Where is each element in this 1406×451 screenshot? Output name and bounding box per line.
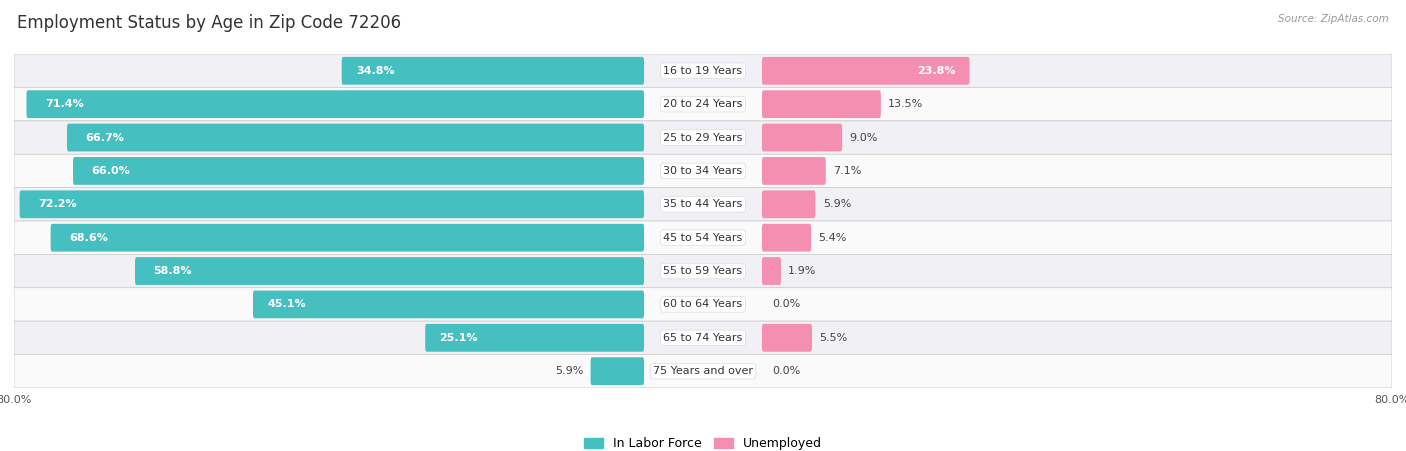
FancyBboxPatch shape — [591, 357, 644, 385]
FancyBboxPatch shape — [73, 157, 644, 185]
Text: 23.8%: 23.8% — [917, 66, 955, 76]
Text: 20 to 24 Years: 20 to 24 Years — [664, 99, 742, 109]
FancyBboxPatch shape — [14, 254, 1392, 288]
FancyBboxPatch shape — [14, 87, 1392, 121]
Text: 60 to 64 Years: 60 to 64 Years — [664, 299, 742, 309]
FancyBboxPatch shape — [67, 124, 644, 152]
FancyBboxPatch shape — [27, 90, 644, 118]
FancyBboxPatch shape — [762, 224, 811, 252]
Text: 30 to 34 Years: 30 to 34 Years — [664, 166, 742, 176]
FancyBboxPatch shape — [20, 190, 644, 218]
Text: 7.1%: 7.1% — [832, 166, 862, 176]
Text: 5.9%: 5.9% — [823, 199, 851, 209]
Text: 0.0%: 0.0% — [772, 366, 800, 376]
Text: 72.2%: 72.2% — [38, 199, 77, 209]
Text: 58.8%: 58.8% — [153, 266, 193, 276]
FancyBboxPatch shape — [14, 188, 1392, 221]
Text: 55 to 59 Years: 55 to 59 Years — [664, 266, 742, 276]
Text: 66.0%: 66.0% — [91, 166, 131, 176]
Text: 1.9%: 1.9% — [789, 266, 817, 276]
FancyBboxPatch shape — [762, 190, 815, 218]
Text: 66.7%: 66.7% — [86, 133, 124, 143]
Text: 13.5%: 13.5% — [889, 99, 924, 109]
FancyBboxPatch shape — [425, 324, 644, 352]
FancyBboxPatch shape — [14, 121, 1392, 154]
Text: 16 to 19 Years: 16 to 19 Years — [664, 66, 742, 76]
FancyBboxPatch shape — [762, 124, 842, 152]
FancyBboxPatch shape — [14, 221, 1392, 254]
FancyBboxPatch shape — [14, 54, 1392, 87]
Text: Employment Status by Age in Zip Code 72206: Employment Status by Age in Zip Code 722… — [17, 14, 401, 32]
FancyBboxPatch shape — [14, 288, 1392, 321]
Text: 45.1%: 45.1% — [267, 299, 307, 309]
Text: 5.9%: 5.9% — [555, 366, 583, 376]
FancyBboxPatch shape — [342, 57, 644, 85]
Text: 25 to 29 Years: 25 to 29 Years — [664, 133, 742, 143]
Text: 75 Years and over: 75 Years and over — [652, 366, 754, 376]
Text: 0.0%: 0.0% — [772, 299, 800, 309]
Text: 25.1%: 25.1% — [440, 333, 478, 343]
FancyBboxPatch shape — [14, 354, 1392, 388]
FancyBboxPatch shape — [762, 57, 970, 85]
FancyBboxPatch shape — [762, 90, 882, 118]
FancyBboxPatch shape — [762, 257, 780, 285]
FancyBboxPatch shape — [14, 321, 1392, 354]
Text: 5.4%: 5.4% — [818, 233, 846, 243]
FancyBboxPatch shape — [14, 154, 1392, 188]
Text: 9.0%: 9.0% — [849, 133, 877, 143]
Text: 68.6%: 68.6% — [69, 233, 108, 243]
FancyBboxPatch shape — [762, 157, 825, 185]
FancyBboxPatch shape — [253, 290, 644, 318]
Text: 65 to 74 Years: 65 to 74 Years — [664, 333, 742, 343]
Text: 71.4%: 71.4% — [45, 99, 84, 109]
FancyBboxPatch shape — [51, 224, 644, 252]
Legend: In Labor Force, Unemployed: In Labor Force, Unemployed — [579, 432, 827, 451]
Text: 34.8%: 34.8% — [356, 66, 395, 76]
FancyBboxPatch shape — [135, 257, 644, 285]
Text: 5.5%: 5.5% — [820, 333, 848, 343]
Text: Source: ZipAtlas.com: Source: ZipAtlas.com — [1278, 14, 1389, 23]
Text: 45 to 54 Years: 45 to 54 Years — [664, 233, 742, 243]
FancyBboxPatch shape — [762, 324, 813, 352]
Text: 35 to 44 Years: 35 to 44 Years — [664, 199, 742, 209]
